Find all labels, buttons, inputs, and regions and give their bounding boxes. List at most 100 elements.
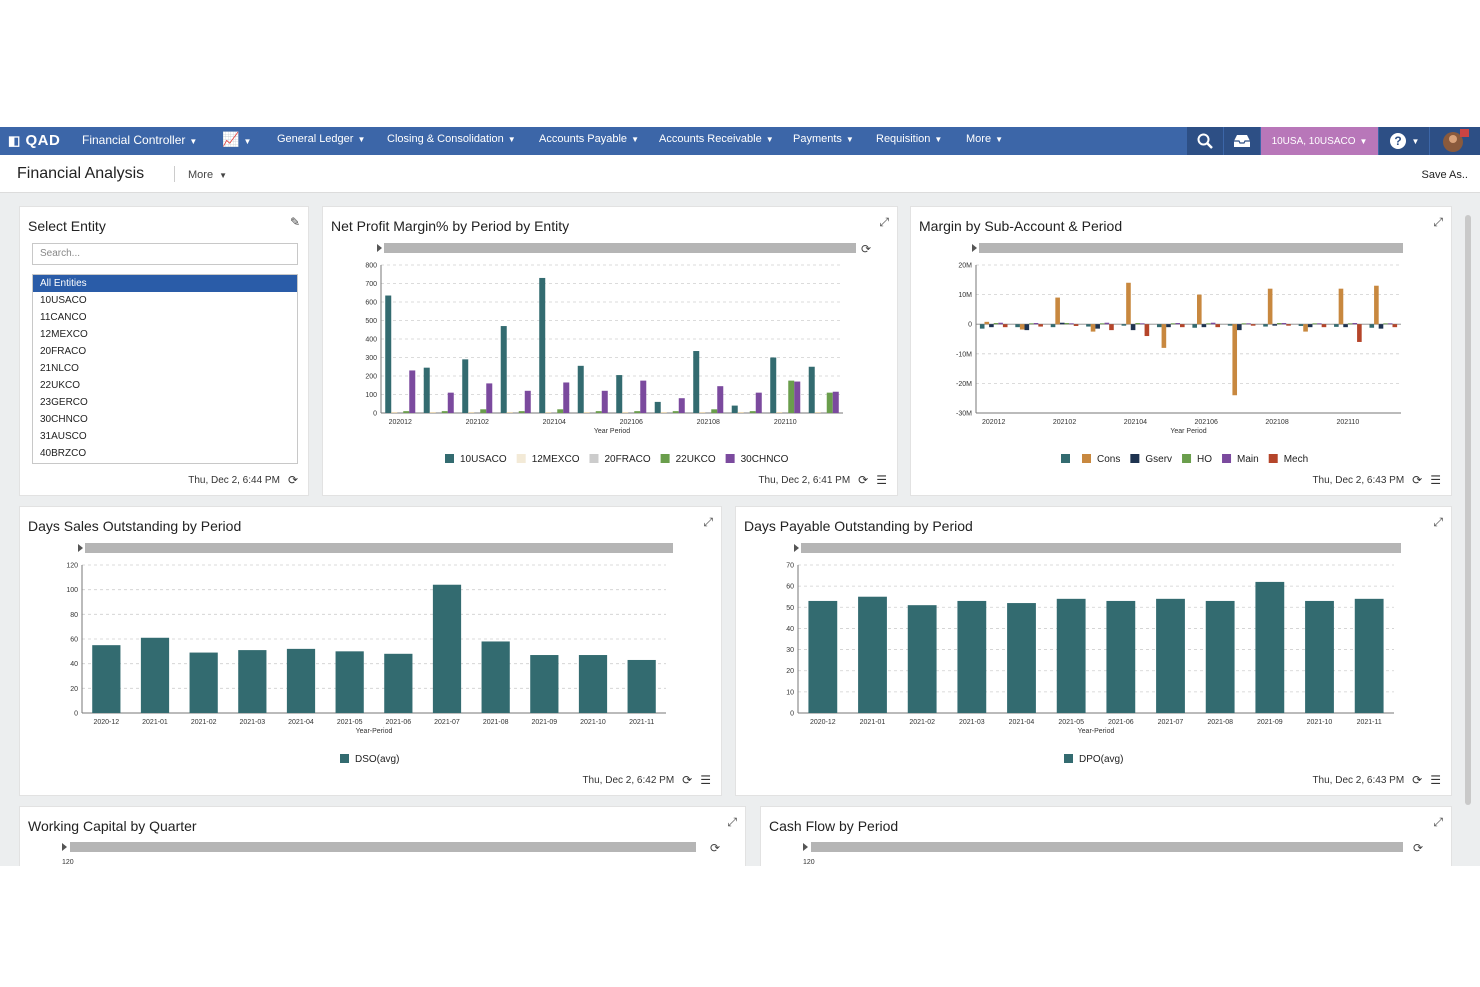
entity-list-item[interactable]: 40BRZCO xyxy=(40,448,87,459)
list-icon[interactable]: ☰ xyxy=(700,773,711,787)
page-more-menu[interactable]: More ▼ xyxy=(188,169,228,181)
bar xyxy=(832,391,839,413)
range-slider-bar xyxy=(801,543,1401,553)
entity-list-item[interactable]: 22UKCO xyxy=(40,380,81,391)
bar xyxy=(755,392,762,413)
list-icon[interactable]: ☰ xyxy=(876,473,887,487)
bar xyxy=(486,383,493,413)
bar xyxy=(1073,324,1079,326)
bar xyxy=(1387,323,1393,325)
expand-icon[interactable]: ⤢ xyxy=(1433,515,1443,529)
entity-list-item[interactable]: All Entities xyxy=(33,275,297,292)
menu-closing-consolidation[interactable]: Closing & Consolidation ▼ xyxy=(387,133,516,145)
ytick-label: 700 xyxy=(365,281,377,288)
expand-icon[interactable]: ⤢ xyxy=(727,815,737,829)
refresh-icon[interactable]: ⟳ xyxy=(1412,773,1423,787)
top-nav-bar: ◧ QAD Financial Controller ▼ 📈 ▼ General L… xyxy=(0,127,1480,155)
legend-label: 30CHNCO xyxy=(741,454,789,465)
npm-chart-title: Net Profit Margin% by Period by Entity xyxy=(331,218,570,234)
bar xyxy=(1303,324,1308,332)
bar xyxy=(776,412,783,413)
entity-list-item[interactable]: 23GERCO xyxy=(40,397,88,408)
menu-more[interactable]: More ▼ xyxy=(966,133,1003,145)
entity-selector-button[interactable]: 10USA, 10USACO ▼ xyxy=(1261,127,1378,155)
search-icon[interactable] xyxy=(1187,127,1223,155)
expand-icon[interactable]: ⤢ xyxy=(703,515,713,529)
entity-list-item[interactable]: 12MEXCO xyxy=(40,329,88,340)
bar xyxy=(1180,324,1185,328)
margin-chart: -30M -20M -10M 0 10M 20M 202012 202102 202104 202… xyxy=(956,243,1403,465)
bar xyxy=(654,401,661,413)
ytick-label: 120 xyxy=(62,859,74,866)
list-icon[interactable]: ☰ xyxy=(1430,773,1441,787)
entity-list-item[interactable]: 10USACO xyxy=(40,295,87,306)
menu-requisition[interactable]: Requisition ▼ xyxy=(876,133,943,145)
bar xyxy=(506,412,513,413)
xtick-label: 2021-07 xyxy=(1158,719,1184,726)
bar xyxy=(1099,323,1105,325)
ytick-label: 0 xyxy=(968,322,972,329)
pin-icon[interactable]: ✎ xyxy=(289,215,300,229)
bar xyxy=(794,381,801,413)
expand-icon[interactable]: ⤢ xyxy=(879,215,889,229)
dso-chart-title: Days Sales Outstanding by Period xyxy=(28,518,242,534)
range-slider-handle xyxy=(377,244,382,252)
refresh-icon[interactable]: ⟳ xyxy=(287,473,298,487)
ytick-label: -30M xyxy=(956,411,972,418)
refresh-icon: ⟳ xyxy=(861,242,871,256)
range-slider-handle xyxy=(794,544,799,552)
bar xyxy=(788,380,795,413)
menu-payments[interactable]: Payments ▼ xyxy=(793,133,854,145)
bar xyxy=(462,359,469,413)
refresh-icon[interactable]: ⟳ xyxy=(1412,473,1423,487)
refresh-icon[interactable]: ⟳ xyxy=(682,773,693,787)
bar xyxy=(539,277,546,413)
bar xyxy=(1038,324,1043,327)
menu-accounts-receivable[interactable]: Accounts Receivable ▼ xyxy=(659,133,774,145)
entity-list-item[interactable]: 30CHNCO xyxy=(40,414,88,425)
bar xyxy=(634,411,641,413)
page-scrollbar[interactable] xyxy=(1465,215,1471,805)
bar xyxy=(1121,324,1127,326)
entity-list-item[interactable]: 31AUSCO xyxy=(40,431,87,442)
bar xyxy=(595,411,602,413)
bar xyxy=(1255,581,1285,713)
bar xyxy=(1201,324,1207,328)
role-menu[interactable]: Financial Controller ▼ xyxy=(82,133,198,147)
entity-list-item[interactable]: 11CANCO xyxy=(40,312,87,323)
ytick-label: 120 xyxy=(803,859,815,866)
bar xyxy=(1232,324,1238,396)
x-axis-label: Year Period xyxy=(594,428,630,435)
bar xyxy=(957,600,987,713)
inbox-icon[interactable] xyxy=(1224,127,1260,155)
entity-list[interactable]: All Entities 10USACO 11CANCO 12MEXCO 20FRACO… xyxy=(32,274,298,464)
expand-icon[interactable]: ⤢ xyxy=(1433,215,1443,229)
ytick-label: 600 xyxy=(365,300,377,307)
chart-menu-icon[interactable]: 📈 ▼ xyxy=(222,131,252,147)
bar xyxy=(140,637,170,713)
entity-list-item[interactable]: 20FRACO xyxy=(40,346,87,357)
menu-accounts-payable[interactable]: Accounts Payable ▼ xyxy=(539,133,639,145)
ytick-label: 60 xyxy=(786,584,794,591)
bar xyxy=(993,323,999,325)
user-avatar[interactable] xyxy=(1430,127,1480,155)
expand-icon[interactable]: ⤢ xyxy=(1433,815,1443,829)
legend-label: DSO(avg) xyxy=(355,754,399,765)
xtick-label: 2020-12 xyxy=(93,719,119,726)
refresh-icon[interactable]: ⟳ xyxy=(858,473,869,487)
entity-search-input[interactable]: Search... xyxy=(32,243,298,265)
dpo-footer: Thu, Dec 2, 6:43 PM ⟳ ☰ xyxy=(1312,773,1441,787)
bar xyxy=(468,412,475,413)
qad-logo[interactable]: ◧ QAD xyxy=(8,132,61,149)
help-icon[interactable]: ? ▼ xyxy=(1379,127,1429,155)
bar xyxy=(1277,323,1282,325)
entity-list-item[interactable]: 21NLCO xyxy=(40,363,79,374)
legend-label: 20FRACO xyxy=(604,454,650,465)
menu-general-ledger[interactable]: General Ledger ▼ xyxy=(277,133,366,145)
bar xyxy=(1246,323,1251,325)
ytick-label: 20M xyxy=(958,263,972,270)
ytick-label: 500 xyxy=(365,318,377,325)
save-as-button[interactable]: Save As.. xyxy=(1421,169,1468,181)
list-icon[interactable]: ☰ xyxy=(1430,473,1441,487)
entity-timestamp: Thu, Dec 2, 6:44 PM xyxy=(188,474,280,486)
